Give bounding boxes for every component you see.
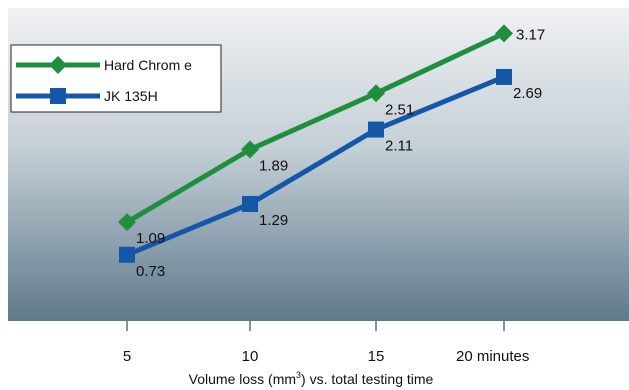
data-labels: 1.09 1.89 2.51 3.17 0.73 1.29 2.11 2.69 <box>136 26 545 279</box>
point-hard-chrome-20 <box>495 24 513 43</box>
data-label-jk-135h-15: 2.11 <box>385 138 413 155</box>
legend-marker-hard-chrome <box>49 56 67 74</box>
data-label-hard-chrome-20: 3.17 <box>516 26 545 43</box>
legend: Hard Chrom e JK 135H <box>10 44 222 113</box>
point-hard-chrome-5 <box>118 213 136 232</box>
data-label-jk-135h-10: 1.29 <box>259 212 288 229</box>
legend-label-jk-135h: JK 135H <box>104 88 158 104</box>
data-label-hard-chrome-5: 1.09 <box>136 230 165 247</box>
point-jk-135h-10 <box>242 195 258 212</box>
legend-box <box>10 44 222 113</box>
point-jk-135h-5 <box>119 246 135 263</box>
x-tick-label-5: 5 <box>123 348 131 365</box>
x-axis-title-rest: ) vs. total testing time <box>301 371 433 387</box>
data-label-jk-135h-5: 0.73 <box>136 263 165 280</box>
x-tick-label-15: 15 <box>368 348 385 365</box>
point-hard-chrome-10 <box>241 140 259 159</box>
point-jk-135h-15 <box>368 121 384 138</box>
legend-label-hard-chrome: Hard Chrom e <box>104 57 192 73</box>
x-axis-title: Volume loss (mm3) vs. total testing time <box>189 370 434 387</box>
x-axis-title-main: Volume loss (mm <box>189 371 296 387</box>
data-label-hard-chrome-10: 1.89 <box>259 158 288 175</box>
series-line-jk-135h <box>126 74 505 258</box>
point-hard-chrome-15 <box>367 84 385 103</box>
x-axis: 5 10 15 20 minutes <box>123 321 529 365</box>
data-label-hard-chrome-15: 2.51 <box>385 101 414 118</box>
x-axis-title-superscript: 3 <box>296 370 301 380</box>
series-line-hard-chrome <box>125 31 506 225</box>
x-tick-label-10: 10 <box>242 348 259 365</box>
point-jk-135h-20 <box>496 68 512 85</box>
data-label-jk-135h-20: 2.69 <box>513 85 542 102</box>
x-tick-label-20: 20 minutes <box>456 348 529 365</box>
legend-marker-jk-135h <box>50 88 66 104</box>
series-layer <box>118 24 513 263</box>
